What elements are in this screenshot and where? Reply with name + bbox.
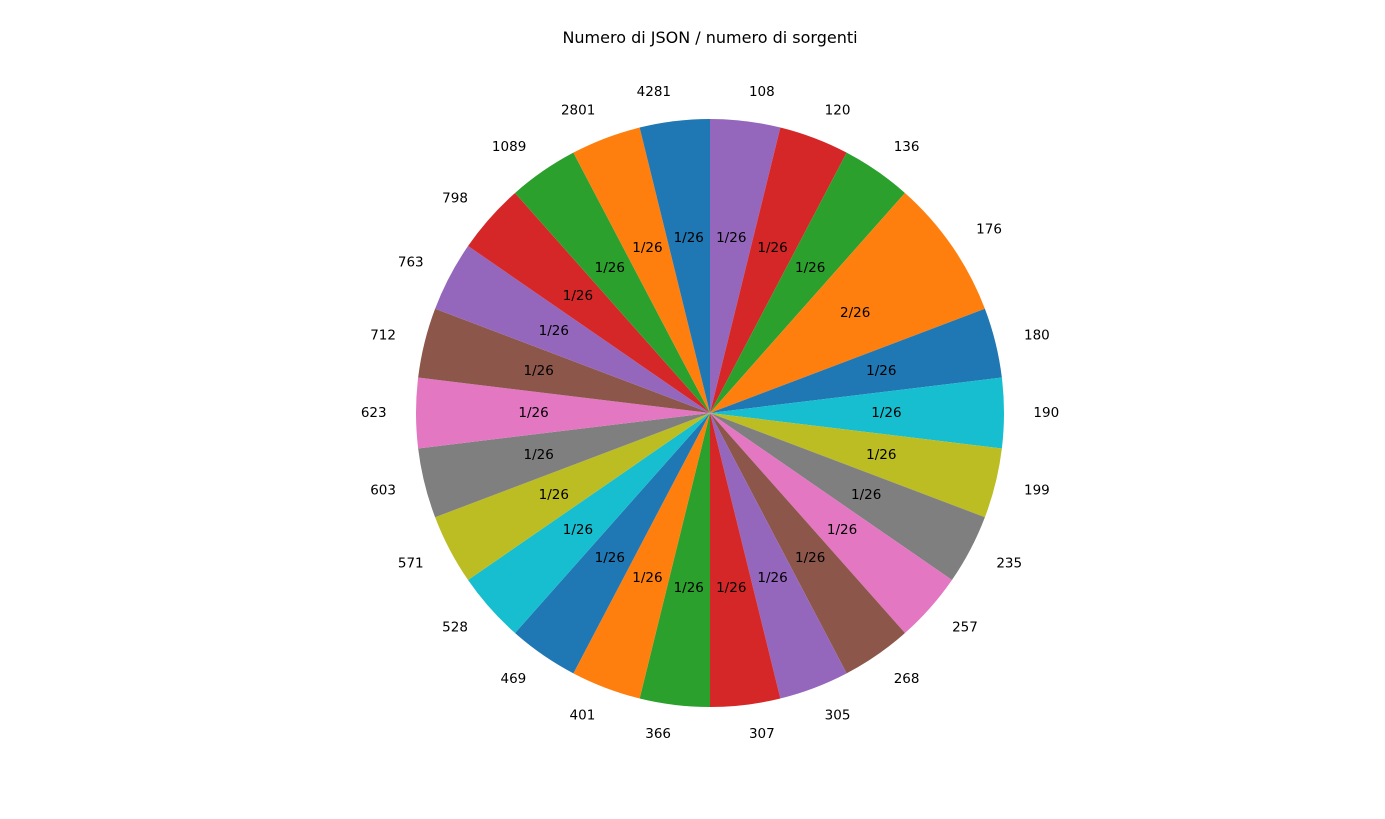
category-label-603: 603 — [370, 482, 396, 498]
pie-slice-366 — [639, 413, 710, 707]
pie-slice-136 — [710, 152, 905, 413]
pie-slice-798 — [468, 192, 710, 413]
slice-fraction-label-603: 1/26 — [524, 447, 554, 463]
slice-fraction-label-798: 1/26 — [563, 288, 593, 304]
slice-fraction-label-571: 1/26 — [539, 487, 569, 503]
category-label-108: 108 — [749, 84, 775, 100]
category-label-190: 190 — [1033, 405, 1059, 421]
slice-fraction-label-401: 1/26 — [632, 570, 662, 586]
slice-fraction-label-180: 1/26 — [866, 363, 896, 379]
category-label-136: 136 — [894, 139, 920, 155]
category-label-623: 623 — [361, 405, 387, 421]
category-label-712: 712 — [370, 328, 396, 344]
slice-fraction-label-235: 1/26 — [851, 487, 881, 503]
pie-slice-268 — [710, 413, 905, 674]
slice-fraction-label-4281: 1/26 — [674, 230, 704, 246]
category-label-257: 257 — [952, 619, 978, 635]
category-label-528: 528 — [442, 619, 468, 635]
category-label-798: 798 — [442, 191, 468, 207]
slice-fraction-label-305: 1/26 — [757, 570, 787, 586]
pie-slice-528 — [468, 413, 710, 634]
pie-slice-305 — [710, 413, 847, 699]
slice-fraction-label-623: 1/26 — [518, 405, 548, 421]
category-label-305: 305 — [825, 707, 851, 723]
category-label-571: 571 — [398, 555, 424, 571]
slice-fraction-label-190: 1/26 — [871, 405, 901, 421]
category-label-120: 120 — [825, 103, 851, 119]
slice-fraction-label-257: 1/26 — [827, 522, 857, 538]
chart-title: Numero di JSON / numero di sorgenti — [562, 28, 857, 47]
pie-slice-199 — [710, 413, 1002, 518]
slice-fraction-label-176: 2/26 — [840, 305, 870, 321]
pie-slice-763 — [435, 245, 710, 413]
pie-slice-2801 — [573, 127, 710, 414]
pie-slice-623 — [415, 377, 710, 449]
pie-slice-712 — [418, 308, 710, 413]
pie-slice-190 — [710, 377, 1004, 449]
slice-fraction-label-366: 1/26 — [674, 580, 704, 596]
pie-slice-235 — [710, 413, 985, 581]
pie-slice-307 — [710, 413, 781, 707]
category-label-2801: 2801 — [561, 103, 595, 119]
pie-slice-108 — [710, 119, 781, 413]
pie-slice-176 — [710, 192, 985, 413]
pie-slice-180 — [710, 308, 1002, 413]
category-label-199: 199 — [1024, 482, 1050, 498]
slice-fraction-label-307: 1/26 — [716, 580, 746, 596]
slice-fraction-label-469: 1/26 — [595, 550, 625, 566]
slice-fraction-labels: 1/261/261/262/261/261/261/261/261/261/26… — [518, 230, 901, 596]
category-label-307: 307 — [749, 726, 775, 742]
pie-slice-4281 — [639, 119, 710, 413]
category-label-366: 366 — [645, 726, 671, 742]
category-label-469: 469 — [501, 671, 527, 687]
slice-fraction-label-120: 1/26 — [757, 240, 787, 256]
slice-fraction-label-136: 1/26 — [795, 260, 825, 276]
pie-slice-120 — [710, 127, 847, 414]
pie-slices — [415, 119, 1004, 707]
category-label-180: 180 — [1024, 328, 1050, 344]
slice-fraction-label-108: 1/26 — [716, 230, 746, 246]
category-label-1089: 1089 — [492, 139, 526, 155]
category-label-268: 268 — [894, 671, 920, 687]
slice-fraction-label-1089: 1/26 — [595, 260, 625, 276]
pie-slice-571 — [435, 413, 710, 581]
slice-fraction-label-763: 1/26 — [539, 323, 569, 339]
pie-slice-469 — [515, 413, 710, 674]
pie-slice-257 — [710, 413, 952, 634]
pie-slice-401 — [573, 413, 710, 699]
category-label-235: 235 — [996, 555, 1022, 571]
category-label-401: 401 — [570, 707, 596, 723]
pie-slice-603 — [418, 413, 710, 518]
slice-fraction-label-528: 1/26 — [563, 522, 593, 538]
category-label-763: 763 — [398, 255, 424, 271]
slice-fraction-label-199: 1/26 — [866, 447, 896, 463]
category-label-176: 176 — [976, 221, 1002, 237]
slice-fraction-label-712: 1/26 — [524, 363, 554, 379]
slice-fraction-label-2801: 1/26 — [632, 240, 662, 256]
pie-slice-1089 — [515, 152, 710, 413]
category-labels: 108 120 136 176 180 190 199 235 257 268 305 307 366 4… — [361, 84, 1059, 742]
category-label-4281: 4281 — [637, 84, 671, 100]
slice-fraction-label-268: 1/26 — [795, 550, 825, 566]
